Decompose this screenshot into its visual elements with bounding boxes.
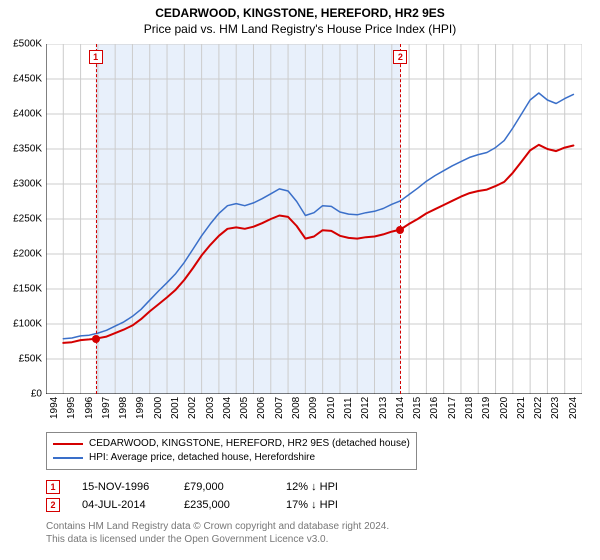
x-axis-label: 2011	[343, 397, 354, 419]
y-axis-label: £500K	[0, 39, 42, 50]
y-axis-label: £250K	[0, 214, 42, 225]
x-axis-label: 2004	[222, 397, 233, 419]
marker-line	[400, 44, 401, 394]
x-axis-label: 2012	[360, 397, 371, 419]
legend-swatch	[53, 443, 83, 445]
x-axis-label: 2010	[326, 397, 337, 419]
marker-date: 04-JUL-2014	[82, 496, 162, 514]
legend-label: CEDARWOOD, KINGSTONE, HEREFORD, HR2 9ES …	[89, 437, 410, 451]
footer-line: Contains HM Land Registry data © Crown c…	[46, 520, 582, 533]
chart-plot	[46, 44, 582, 394]
x-axis-label: 1996	[84, 397, 95, 419]
marker-dot	[396, 226, 404, 234]
y-axis-label: £300K	[0, 179, 42, 190]
x-axis-label: 1995	[66, 397, 77, 419]
footer-line: This data is licensed under the Open Gov…	[46, 533, 582, 546]
x-axis-label: 2015	[412, 397, 423, 419]
x-axis-label: 1998	[118, 397, 129, 419]
y-axis-label: £0	[0, 389, 42, 400]
legend-swatch	[53, 457, 83, 459]
marker-table: 1 15-NOV-1996 £79,000 12% ↓ HPI 2 04-JUL-2014…	[46, 478, 582, 514]
x-axis-label: 2005	[239, 397, 250, 419]
legend-label: HPI: Average price, detached house, Here…	[89, 451, 315, 465]
x-axis-label: 1997	[101, 397, 112, 419]
x-axis-label: 2023	[550, 397, 561, 419]
marker-price: £235,000	[184, 496, 264, 514]
x-axis-label: 2007	[274, 397, 285, 419]
marker-table-row: 1 15-NOV-1996 £79,000 12% ↓ HPI	[46, 478, 582, 496]
x-axis-label: 2014	[395, 397, 406, 419]
marker-delta: 17% ↓ HPI	[286, 496, 366, 514]
x-axis-label: 2003	[205, 397, 216, 419]
legend-row: HPI: Average price, detached house, Here…	[53, 451, 410, 465]
x-axis-label: 2008	[291, 397, 302, 419]
y-axis-label: £450K	[0, 74, 42, 85]
x-axis-label: 2013	[378, 397, 389, 419]
footer: Contains HM Land Registry data © Crown c…	[46, 520, 582, 546]
x-axis-label: 1999	[135, 397, 146, 419]
y-axis-label: £200K	[0, 249, 42, 260]
chart-subtitle: Price paid vs. HM Land Registry's House …	[0, 20, 600, 40]
x-axis-label: 2024	[568, 397, 579, 419]
y-axis-label: £50K	[0, 354, 42, 365]
marker-price: £79,000	[184, 478, 264, 496]
marker-box: 2	[393, 50, 407, 64]
x-axis-label: 2000	[153, 397, 164, 419]
y-axis-label: £100K	[0, 319, 42, 330]
marker-table-row: 2 04-JUL-2014 £235,000 17% ↓ HPI	[46, 496, 582, 514]
x-axis-label: 2021	[516, 397, 527, 419]
legend: CEDARWOOD, KINGSTONE, HEREFORD, HR2 9ES …	[46, 432, 582, 546]
marker-dot	[92, 335, 100, 343]
x-axis-label: 2017	[447, 397, 458, 419]
x-axis-label: 2020	[499, 397, 510, 419]
x-axis-label: 2009	[308, 397, 319, 419]
marker-delta: 12% ↓ HPI	[286, 478, 366, 496]
y-axis-label: £150K	[0, 284, 42, 295]
x-axis-label: 1994	[49, 397, 60, 419]
marker-index: 1	[46, 480, 60, 494]
marker-index: 2	[46, 498, 60, 512]
legend-box: CEDARWOOD, KINGSTONE, HEREFORD, HR2 9ES …	[46, 432, 417, 470]
marker-box: 1	[89, 50, 103, 64]
chart-title: CEDARWOOD, KINGSTONE, HEREFORD, HR2 9ES	[0, 0, 600, 20]
x-axis-label: 2018	[464, 397, 475, 419]
x-axis-label: 2019	[481, 397, 492, 419]
x-axis-label: 2016	[429, 397, 440, 419]
x-axis-label: 2002	[187, 397, 198, 419]
y-axis-label: £400K	[0, 109, 42, 120]
x-axis-label: 2022	[533, 397, 544, 419]
x-axis-label: 2001	[170, 397, 181, 419]
chart-area: £0£50K£100K£150K£200K£250K£300K£350K£400…	[46, 44, 582, 394]
marker-date: 15-NOV-1996	[82, 478, 162, 496]
y-axis-label: £350K	[0, 144, 42, 155]
legend-row: CEDARWOOD, KINGSTONE, HEREFORD, HR2 9ES …	[53, 437, 410, 451]
x-axis-label: 2006	[256, 397, 267, 419]
